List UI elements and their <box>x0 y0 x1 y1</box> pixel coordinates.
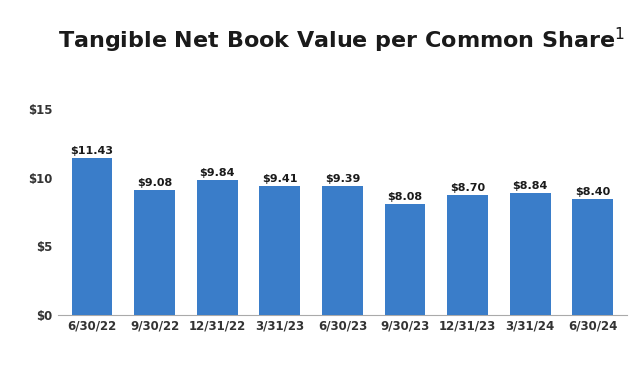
Text: $8.70: $8.70 <box>450 183 485 193</box>
Bar <box>510 193 550 315</box>
Text: $9.84: $9.84 <box>200 168 235 178</box>
Bar <box>72 158 113 315</box>
Text: $9.08: $9.08 <box>137 178 172 188</box>
Bar <box>197 180 237 315</box>
Bar <box>322 186 363 315</box>
Text: $9.39: $9.39 <box>324 174 360 184</box>
Bar <box>134 190 175 315</box>
Text: $8.84: $8.84 <box>513 182 548 191</box>
Text: $8.40: $8.40 <box>575 187 611 197</box>
Bar <box>447 195 488 315</box>
Bar <box>385 204 426 315</box>
Text: Tangible Net Book Value per Common Share$^1$: Tangible Net Book Value per Common Share… <box>58 26 625 55</box>
Bar <box>259 186 300 315</box>
Text: $9.41: $9.41 <box>262 173 298 184</box>
Bar <box>572 199 613 315</box>
Text: $8.08: $8.08 <box>387 192 422 202</box>
Text: $11.43: $11.43 <box>70 146 113 156</box>
